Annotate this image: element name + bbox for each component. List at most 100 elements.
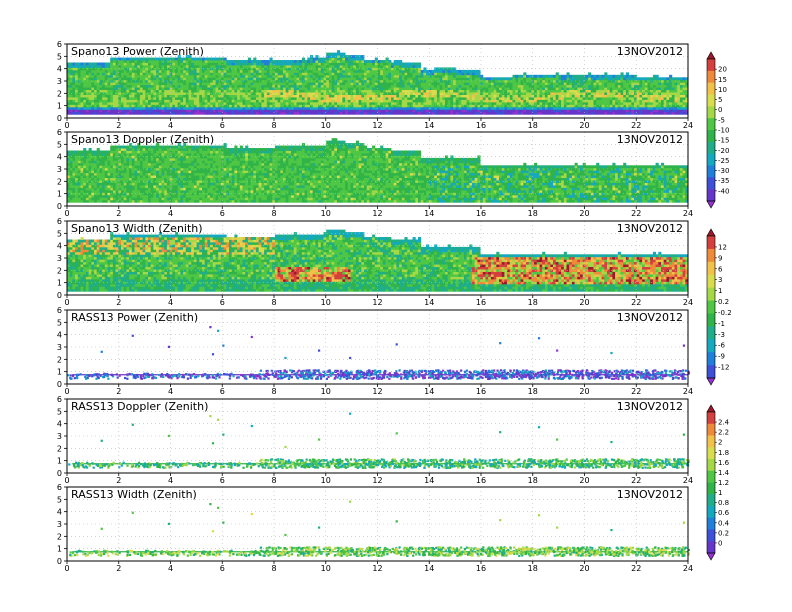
data-cell — [528, 77, 532, 81]
data-cell — [172, 106, 176, 110]
data-cell — [420, 111, 424, 115]
data-cell — [463, 77, 467, 81]
data-cell — [145, 92, 149, 95]
data-cell — [99, 182, 103, 186]
data-cell — [229, 62, 233, 66]
data-cell — [161, 72, 165, 76]
data-cell — [499, 82, 503, 86]
data-cell — [615, 74, 619, 78]
data-cell — [204, 94, 208, 98]
data-cell — [547, 84, 551, 88]
data-cell — [577, 89, 581, 93]
data-cell — [634, 101, 638, 105]
data-cell — [517, 94, 521, 98]
data-cell — [555, 84, 559, 88]
data-cell — [515, 97, 519, 100]
data-cell — [134, 87, 138, 91]
data-cell — [264, 111, 268, 115]
data-cell — [129, 97, 133, 100]
data-cell — [69, 194, 73, 198]
data-cell — [469, 99, 473, 103]
data-cell — [323, 101, 327, 105]
data-cell — [80, 192, 84, 196]
data-cell — [75, 101, 79, 105]
data-cell — [67, 67, 71, 71]
data-cell — [212, 94, 216, 98]
data-cell — [623, 82, 627, 86]
data-cell — [315, 106, 319, 110]
data-cell — [96, 162, 100, 166]
data-cell — [142, 82, 146, 86]
data-cell — [256, 87, 260, 91]
data-cell — [436, 84, 440, 88]
data-cell — [655, 87, 659, 91]
data-cell — [328, 67, 332, 71]
data-cell — [75, 170, 79, 174]
data-cell — [80, 84, 84, 88]
data-cell — [355, 62, 359, 66]
data-cell — [153, 106, 157, 110]
data-cell — [364, 67, 368, 71]
data-cell — [264, 72, 268, 76]
data-cell — [285, 87, 289, 91]
data-cell — [229, 99, 233, 103]
data-cell — [542, 99, 546, 103]
data-cell — [307, 64, 311, 68]
data-cell — [94, 99, 98, 103]
data-cell — [199, 79, 203, 83]
data-cell — [191, 79, 195, 83]
data-cell — [110, 194, 114, 198]
data-cell — [380, 104, 384, 108]
data-cell — [458, 94, 462, 98]
data-cell — [428, 74, 432, 78]
data-cell — [223, 99, 227, 103]
data-cell — [391, 77, 395, 81]
data-cell — [382, 62, 386, 66]
data-cell — [382, 97, 386, 100]
data-cell — [99, 97, 103, 100]
data-cell — [80, 101, 84, 105]
data-cell — [180, 99, 184, 103]
data-cell — [477, 106, 481, 110]
data-cell — [555, 74, 559, 78]
data-cell — [490, 84, 494, 88]
data-cell — [609, 111, 613, 115]
data-cell — [337, 94, 341, 98]
data-cell — [563, 101, 567, 105]
data-cell — [156, 67, 160, 71]
data-cell — [350, 104, 354, 108]
data-cell — [250, 69, 254, 73]
data-cell — [229, 92, 233, 95]
data-cell — [237, 82, 241, 86]
data-cell — [88, 84, 92, 88]
data-cell — [72, 199, 76, 203]
data-cell — [123, 77, 127, 81]
data-cell — [134, 94, 138, 98]
data-cell — [158, 60, 162, 63]
data-cell — [191, 87, 195, 91]
data-cell — [496, 111, 500, 115]
data-cell — [231, 99, 235, 103]
data-cell — [107, 150, 111, 154]
data-cell — [650, 94, 654, 98]
data-cell — [112, 94, 116, 98]
data-cell — [293, 111, 297, 115]
data-cell — [91, 170, 95, 174]
data-cell — [418, 72, 422, 76]
data-cell — [458, 99, 462, 103]
data-cell — [550, 101, 554, 105]
data-cell — [328, 79, 332, 83]
data-cell — [339, 72, 343, 76]
data-cell — [175, 101, 179, 105]
data-cell — [669, 104, 673, 108]
data-cell — [96, 92, 100, 95]
data-cell — [107, 77, 111, 81]
data-cell — [634, 97, 638, 100]
data-cell — [677, 84, 681, 88]
data-cell — [239, 64, 243, 68]
data-cell — [193, 69, 197, 73]
data-cell — [590, 89, 594, 93]
data-cell — [247, 77, 251, 81]
data-cell — [193, 109, 197, 113]
data-cell — [207, 101, 211, 105]
